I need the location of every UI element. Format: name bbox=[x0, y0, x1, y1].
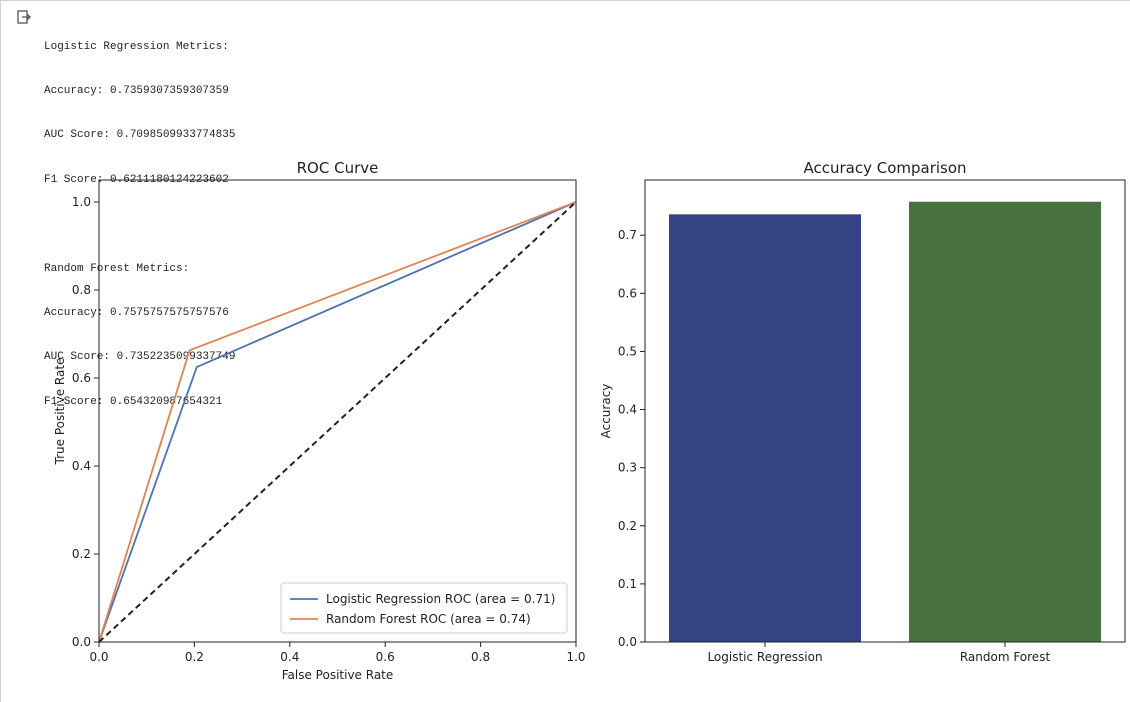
bar-logistic-regression bbox=[669, 214, 861, 643]
y-tick-label: 1.0 bbox=[72, 195, 91, 209]
y-tick-label: 0.5 bbox=[618, 344, 637, 358]
output-arrow-icon[interactable] bbox=[16, 9, 32, 25]
legend-label: Logistic Regression ROC (area = 0.71) bbox=[326, 592, 555, 606]
y-tick-label: 0.0 bbox=[72, 635, 91, 649]
y-tick-label: 0.4 bbox=[72, 459, 91, 473]
y-tick-label: 0.2 bbox=[72, 547, 91, 561]
x-tick-label: 0.2 bbox=[185, 650, 204, 664]
y-tick-label: 0.1 bbox=[618, 577, 637, 591]
logistic-auc-line: AUC Score: 0.7098509933774835 bbox=[44, 129, 236, 142]
bar-random-forest bbox=[909, 201, 1101, 643]
y-tick-label: 0.4 bbox=[618, 403, 637, 417]
legend-label: Random Forest ROC (area = 0.74) bbox=[326, 612, 531, 626]
forest-auc-line: AUC Score: 0.7352235099337749 bbox=[44, 351, 236, 364]
roc-curve-chart: ROC Curve 0.0 0.2 0.4 0.6 0.8 1.0 0.0 0.2 0.4 0.6 0… bbox=[53, 159, 586, 682]
roc-series-line-1 bbox=[98, 201, 577, 643]
logistic-metrics-heading: Logistic Regression Metrics: bbox=[44, 40, 229, 53]
category-label: Logistic Regression bbox=[707, 650, 822, 664]
x-tick-label: 0.8 bbox=[471, 650, 490, 664]
accuracy-y-axis-label: Accuracy bbox=[600, 384, 613, 439]
x-tick-label: 0.0 bbox=[89, 650, 108, 664]
roc-series-line-0 bbox=[98, 201, 577, 643]
y-tick-label: 0.6 bbox=[72, 371, 91, 385]
console-output: Logistic Regression Metrics: Accuracy: 0… bbox=[44, 10, 235, 424]
forest-f1-line: F1 Score: 0.654320987654321 bbox=[44, 395, 223, 408]
accuracy-plot-frame bbox=[644, 179, 1126, 643]
y-tick-label: 0.0 bbox=[618, 635, 637, 649]
y-tick-label: 0.3 bbox=[618, 461, 637, 475]
accuracy-comparison-chart: Accuracy Comparison 0.0 0.1 0.2 0.3 0.4 0.5 0.6… bbox=[600, 159, 1126, 664]
roc-plot-frame bbox=[98, 179, 577, 643]
roc-y-axis-label: True Positive Rate bbox=[53, 358, 67, 466]
forest-accuracy-line: Accuracy: 0.7575757575757576 bbox=[44, 306, 229, 319]
chance-diagonal-line bbox=[98, 201, 577, 643]
x-tick-label: 0.6 bbox=[376, 650, 395, 664]
logistic-accuracy-line: Accuracy: 0.7359307359307359 bbox=[44, 84, 229, 97]
forest-metrics-heading: Random Forest Metrics: bbox=[44, 262, 190, 275]
y-tick-label: 0.8 bbox=[72, 283, 91, 297]
legend-box bbox=[280, 582, 568, 634]
y-tick-label: 0.2 bbox=[618, 519, 637, 533]
roc-legend: Logistic Regression ROC (area = 0.71) Ran… bbox=[280, 582, 568, 634]
roc-x-axis-label: False Positive Rate bbox=[282, 668, 394, 682]
y-tick-label: 0.6 bbox=[618, 286, 637, 300]
y-tick-label: 0.7 bbox=[618, 228, 637, 242]
x-tick-label: 0.4 bbox=[280, 650, 299, 664]
accuracy-title: Accuracy Comparison bbox=[803, 159, 966, 177]
x-tick-label: 1.0 bbox=[566, 650, 585, 664]
category-label: Random Forest bbox=[960, 650, 1051, 664]
roc-title: ROC Curve bbox=[297, 159, 379, 177]
